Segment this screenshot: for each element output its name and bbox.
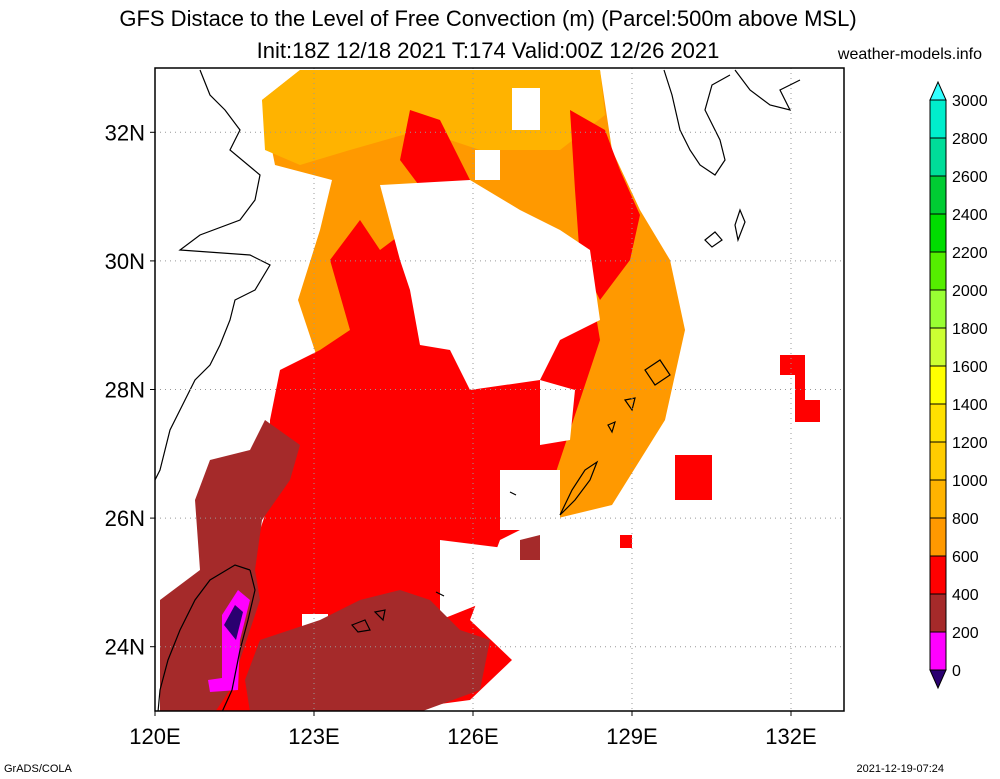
colorbar-segment <box>929 517 947 557</box>
field-white-gap-e <box>500 470 560 530</box>
colorbar-segment <box>929 175 947 215</box>
colorbar: 0 200 400 600 800 1000 1200 1400 1600 1800 2000 220… <box>929 80 988 690</box>
colorbar-segment <box>929 365 947 405</box>
colorbar-label: 3000 <box>952 93 988 110</box>
field-brown-south <box>245 590 490 711</box>
lat-tick-label: 26N <box>105 506 145 531</box>
colorbar-label: 800 <box>952 511 979 528</box>
island-yakushima <box>704 231 723 248</box>
lon-axis: 120E 123E 126E 129E 132E <box>129 711 817 749</box>
colorbar-label: 1200 <box>952 435 988 452</box>
credit-label: weather-models.info <box>837 46 982 63</box>
colorbar-label: 1600 <box>952 359 988 376</box>
colorbar-label: 1400 <box>952 397 988 414</box>
coast-taiwan <box>157 564 256 711</box>
lat-tick-label: 32N <box>105 120 145 145</box>
field-white-gap-d <box>475 150 500 180</box>
lat-tick-label: 28N <box>105 378 145 403</box>
coast-kyushu <box>663 69 731 176</box>
island-ishigaki <box>350 609 386 633</box>
colorbar-label: 2800 <box>952 131 988 148</box>
field-white-gap-b <box>540 380 575 445</box>
colorbar-label: 0 <box>952 663 961 680</box>
island-misc <box>435 397 636 597</box>
colorbar-segment <box>929 137 947 177</box>
lat-tick-label: 24N <box>105 635 145 660</box>
map-grid <box>155 68 844 711</box>
colorbar-label: 2400 <box>952 207 988 224</box>
colorbar-segment <box>929 327 947 367</box>
colorbar-label: 400 <box>952 587 979 604</box>
colorbar-label: 200 <box>952 625 979 642</box>
coast-japan-south <box>734 69 801 111</box>
software-label: GrADS/COLA <box>4 763 72 775</box>
colorbar-segment <box>929 80 947 101</box>
colorbar-segment <box>929 669 947 690</box>
colorbar-segment <box>929 441 947 481</box>
colorbar-segment <box>929 289 947 329</box>
lon-tick-label: 126E <box>447 724 498 749</box>
colorbar-segment <box>929 479 947 519</box>
coast-china <box>155 69 271 481</box>
colorbar-label: 600 <box>952 549 979 566</box>
island-okinawa <box>559 460 599 516</box>
colorbar-segment <box>929 251 947 291</box>
colorbar-label: 2600 <box>952 169 988 186</box>
lon-tick-label: 120E <box>129 724 180 749</box>
field-red-patch-east-c <box>620 535 632 548</box>
field-red-strip-north <box>400 110 470 200</box>
field-brown-patch <box>520 535 540 560</box>
field-white-gap-f <box>440 540 520 620</box>
island-tanegashima <box>734 208 746 243</box>
lon-tick-label: 129E <box>606 724 657 749</box>
colorbar-label: 1800 <box>952 321 988 338</box>
chart-subtitle: Init:18Z 12/18 2021 T:174 Valid:00Z 12/2… <box>256 38 720 63</box>
colorbar-segment <box>929 213 947 253</box>
lfc-field <box>160 70 820 711</box>
lon-tick-label: 132E <box>765 724 816 749</box>
lat-tick-label: 30N <box>105 249 145 274</box>
colorbar-segment <box>929 403 947 443</box>
colorbar-segment <box>929 555 947 595</box>
colorbar-segment <box>929 593 947 633</box>
colorbar-segment <box>929 631 947 671</box>
field-red-patch-east-d <box>795 400 820 422</box>
field-red-patch-east-b <box>780 355 820 420</box>
field-brown-200-400 <box>160 420 300 711</box>
field-red-patch-east-a <box>675 455 712 500</box>
field-white-gap-c <box>512 88 540 130</box>
lon-tick-label: 123E <box>288 724 339 749</box>
colorbar-label: 1000 <box>952 473 988 490</box>
island-amami <box>644 359 671 386</box>
chart-title: GFS Distace to the Level of Free Convect… <box>119 6 857 31</box>
timestamp-label: 2021-12-19-07:24 <box>856 763 944 775</box>
lat-axis: 24N 26N 28N 30N 32N <box>105 120 155 660</box>
field-purple-0 <box>224 605 243 640</box>
colorbar-label: 2000 <box>952 283 988 300</box>
field-white-gap-a <box>380 180 600 390</box>
colorbar-segment <box>929 99 947 139</box>
colorbar-label: 2200 <box>952 245 988 262</box>
